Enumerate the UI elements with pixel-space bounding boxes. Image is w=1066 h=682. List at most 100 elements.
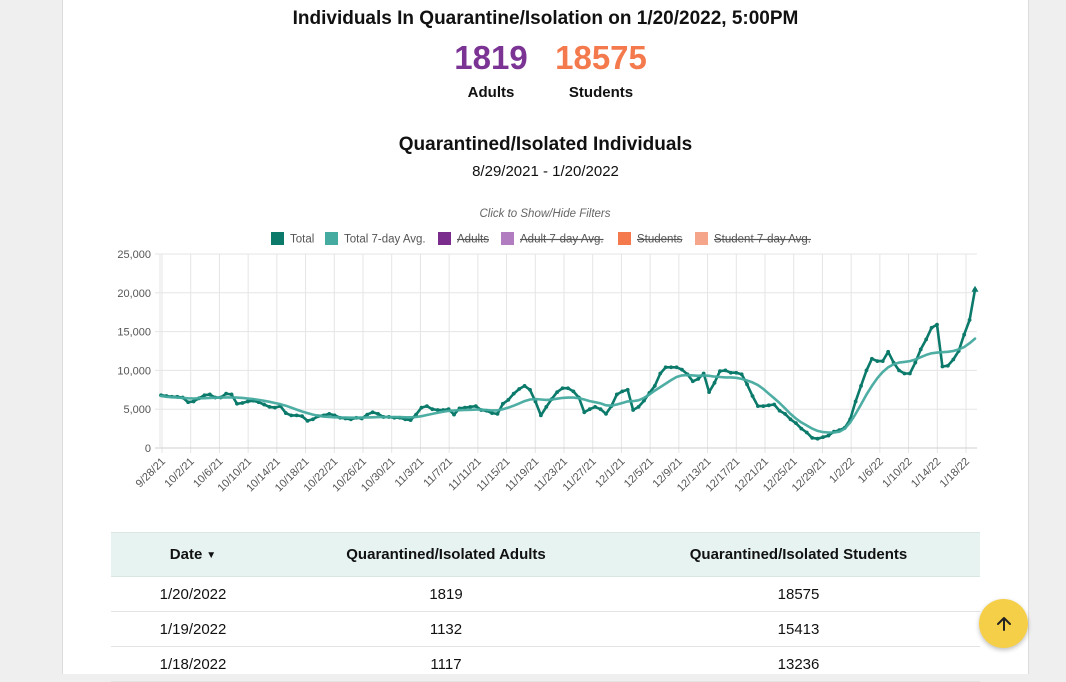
total-data-point	[500, 401, 505, 406]
line-chart: Click to Show/Hide Filters Total Total 7-d…	[117, 208, 979, 494]
total-data-point	[229, 392, 234, 397]
total-data-point	[766, 403, 771, 408]
total-data-point	[696, 377, 701, 381]
y-tick-label: 10,000	[117, 365, 151, 377]
adults-column-header[interactable]: Quarantined/Isolated Adults	[275, 532, 617, 577]
total-data-point	[625, 387, 630, 392]
row-date: 1/19/2022	[111, 611, 275, 647]
total-data-point	[245, 399, 250, 404]
total-data-point	[967, 318, 972, 322]
total-data-point	[224, 391, 229, 396]
total-data-point	[593, 404, 598, 409]
total-data-point	[376, 411, 380, 416]
adults-label: Adults	[467, 84, 515, 101]
total-data-point	[951, 357, 956, 362]
total-data-point	[913, 360, 918, 365]
x-tick-label: 12/1/21	[593, 456, 627, 490]
total-avg-series-line	[159, 337, 977, 434]
total-data-point	[555, 390, 560, 395]
total-data-point	[674, 365, 679, 370]
total-data-point	[186, 400, 191, 405]
x-tick-label: 9/28/21	[134, 456, 168, 490]
total-data-point	[734, 370, 739, 375]
table-header-row: Date ▼ Quarantined/Isolated Adults Quaran…	[111, 532, 980, 577]
total-data-point	[810, 436, 815, 440]
legend-label: Students	[637, 234, 683, 246]
legend-item[interactable]: Student 7-day Avg.	[695, 232, 811, 246]
total-data-point	[663, 365, 668, 370]
total-data-point	[490, 411, 494, 415]
total-data-point	[864, 368, 869, 373]
y-tick-label: 25,000	[117, 249, 151, 261]
total-data-point	[940, 364, 945, 369]
total-data-point	[652, 384, 657, 388]
students-label: Students	[568, 84, 634, 101]
total-data-point	[620, 389, 625, 394]
y-tick-label: 0	[145, 443, 151, 455]
arrow-up-icon	[996, 616, 1011, 631]
table-row: 1/19/2022 1132 15413	[111, 611, 980, 647]
total-data-point	[566, 386, 570, 391]
row-date: 1/18/2022	[111, 646, 275, 682]
total-data-point	[517, 387, 522, 391]
total-data-point	[718, 369, 722, 374]
total-data-point	[522, 384, 527, 388]
legend-item[interactable]: Total 7-day Avg.	[325, 232, 426, 246]
total-data-point	[207, 392, 212, 397]
total-data-point	[772, 402, 777, 407]
legend-item[interactable]: Students	[618, 232, 683, 246]
legend-item[interactable]: Total	[271, 232, 314, 246]
legend-label: Student 7-day Avg.	[714, 234, 811, 246]
total-data-point	[745, 382, 749, 387]
row-date: 1/20/2022	[111, 576, 275, 612]
legend-item[interactable]: Adult 7-day Avg.	[501, 232, 604, 246]
total-data-point	[582, 410, 587, 415]
total-last-point-marker	[971, 285, 979, 292]
total-data-point	[859, 384, 863, 388]
daily-counts-table: Date ▼ Quarantined/Isolated Adults Quaran…	[111, 532, 980, 682]
y-tick-label: 15,000	[117, 327, 151, 339]
x-tick-label: 1/10/22	[880, 456, 914, 490]
total-data-point	[370, 410, 375, 415]
total-data-point	[935, 322, 939, 327]
total-data-point	[728, 370, 733, 375]
total-data-point	[435, 408, 440, 412]
total-data-point	[886, 349, 891, 354]
students-column-header[interactable]: Quarantined/Isolated Students	[617, 532, 980, 577]
x-tick-label: 12/5/21	[622, 456, 656, 490]
total-data-point	[804, 430, 809, 435]
total-data-point	[945, 363, 950, 368]
total-data-point	[902, 371, 907, 376]
total-data-point	[495, 411, 500, 416]
scroll-to-top-button[interactable]	[979, 599, 1028, 648]
total-data-point	[783, 411, 787, 416]
legend-swatch	[438, 232, 451, 245]
total-data-point	[853, 399, 858, 404]
content-card: Individuals In Quarantine/Isolation on 1…	[62, 0, 1029, 682]
legend-label: Total	[290, 234, 314, 246]
legend-label: Adult 7-day Avg.	[520, 234, 604, 246]
total-data-point	[587, 407, 592, 412]
total-data-point	[924, 337, 929, 342]
row-students: 15413	[617, 611, 980, 647]
total-data-point	[544, 404, 549, 409]
date-column-header[interactable]: Date ▼	[111, 532, 275, 577]
total-data-point	[262, 402, 267, 407]
total-data-point	[777, 408, 782, 413]
x-tick-label: 1/14/22	[909, 456, 943, 490]
total-data-point	[929, 325, 934, 330]
row-adults: 1132	[275, 611, 617, 647]
legend-item[interactable]: Adults	[438, 232, 489, 246]
total-data-point	[750, 394, 755, 398]
date-header-label: Date	[169, 546, 203, 563]
total-data-point	[918, 347, 923, 352]
students-stat: 18575 Students	[531, 38, 671, 101]
total-data-point	[761, 404, 766, 408]
total-data-point	[680, 367, 684, 372]
total-data-point	[962, 332, 967, 337]
x-tick-label: 10/2/21	[162, 456, 196, 490]
total-data-point	[289, 413, 294, 418]
total-data-point	[821, 435, 825, 440]
total-data-point	[756, 404, 760, 408]
filter-hint[interactable]: Click to Show/Hide Filters	[479, 208, 610, 220]
